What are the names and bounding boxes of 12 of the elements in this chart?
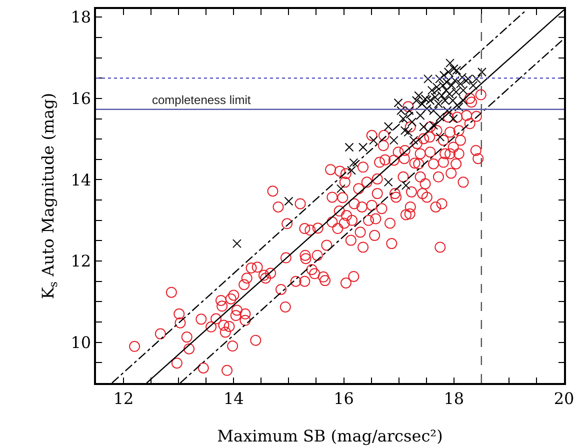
x-tick-label: 18 [444, 388, 464, 408]
y-tick-label: 18 [70, 8, 92, 27]
x-tick-label: 12 [113, 388, 134, 408]
ref-line-label: completeness limit [152, 93, 252, 107]
x-axis-title: Maximum SB (mag/arcsec²) [217, 426, 443, 446]
y-tick-label: 12 [70, 252, 92, 271]
x-tick-label: 20 [554, 388, 574, 408]
y-tick-label: 14 [70, 170, 92, 190]
x-tick-label: 16 [334, 388, 354, 408]
x-tick-label: 14 [223, 388, 244, 408]
y-tick-label: 10 [70, 332, 92, 352]
y-tick-label: 16 [70, 89, 92, 108]
